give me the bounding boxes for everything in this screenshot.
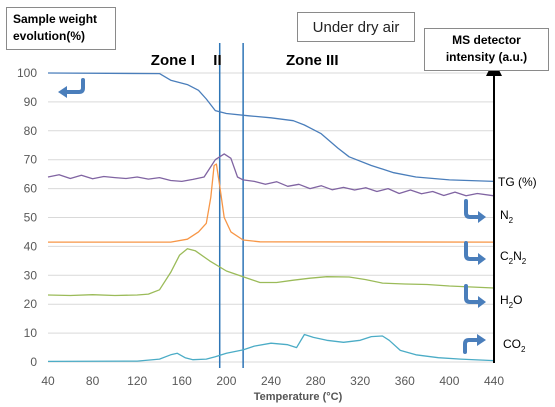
series-pointer-arrow <box>463 338 479 354</box>
series-line <box>47 248 495 297</box>
series-pointer-arrowhead <box>478 296 486 308</box>
x-tick-label: 280 <box>306 374 326 388</box>
series-label: H2O <box>500 293 522 310</box>
y-tick-label: 30 <box>24 268 38 282</box>
condition-label: Under dry air <box>312 18 400 36</box>
y-tick-label: 100 <box>17 66 37 80</box>
series-line <box>47 153 495 197</box>
zone-label: II <box>213 52 221 69</box>
x-tick-label: 40 <box>41 374 55 388</box>
series-arrows <box>58 78 486 354</box>
y-tick-label: 40 <box>24 239 38 253</box>
tg-pointer-arrowhead <box>58 86 67 98</box>
series-label-part: 2 <box>521 345 526 354</box>
zone-boundaries <box>218 43 244 368</box>
y-tick-label: 70 <box>24 153 38 167</box>
tg-pointer-arrow <box>65 78 85 94</box>
y-tick-label: 20 <box>24 297 38 311</box>
y-tick-label: 80 <box>24 124 38 138</box>
condition-box: Under dry air <box>297 12 415 42</box>
right-axis-title-box: MS detector intensity (a.u.) <box>424 28 549 71</box>
series-pointer-arrow <box>464 199 480 219</box>
y-tick-label: 60 <box>24 182 38 196</box>
series-label: N2 <box>500 208 514 225</box>
series-line <box>48 163 495 243</box>
x-tick-label: 160 <box>172 374 192 388</box>
series-pointer-arrowhead <box>477 334 486 346</box>
series-label-part: H <box>500 293 509 307</box>
x-axis-title: Temperature (°C) <box>254 391 343 403</box>
x-tick-label: 400 <box>439 374 459 388</box>
series-label-part: TG (%) <box>498 175 537 189</box>
series-pointer-arrow <box>464 241 480 261</box>
series-pointer-arrow <box>464 284 480 304</box>
x-tick-label: 440 <box>484 374 504 388</box>
series-label-part: C <box>500 249 509 263</box>
left-axis-title-box: Sample weight evolution(%) <box>6 7 116 50</box>
y-tick-label: 0 <box>30 355 37 369</box>
x-tick-labels: 40 80 120 160 200 240 280 320 360 400 440 <box>41 374 504 388</box>
zone-labels: Zone I II Zone III <box>151 52 339 69</box>
y-tick-label: 10 <box>24 326 38 340</box>
series-label-part: N <box>500 208 509 222</box>
x-tick-label: 320 <box>350 374 370 388</box>
series-label-part: 2 <box>509 257 514 266</box>
series-lines <box>47 72 495 363</box>
x-tick-label: 240 <box>261 374 281 388</box>
series-label-part: O <box>513 293 522 307</box>
series-line <box>47 333 495 363</box>
x-tick-label: 120 <box>127 374 147 388</box>
left-axis-title: Sample weight evolution(%) <box>13 12 98 43</box>
x-tick-label: 200 <box>216 374 236 388</box>
x-tick-label: 360 <box>395 374 415 388</box>
series-label-part: 2 <box>509 301 514 310</box>
series-label: TG (%) <box>498 175 537 189</box>
series-pointer-arrowhead <box>478 253 486 265</box>
zone-label: Zone III <box>286 52 339 69</box>
series-label-part: N <box>513 249 522 263</box>
series-pointer-arrowhead <box>478 211 486 223</box>
right-axis-title: MS detector intensity (a.u.) <box>445 33 528 64</box>
series-label-part: 2 <box>509 216 514 225</box>
zone-label: Zone I <box>151 52 195 69</box>
series-label-part: 2 <box>522 257 527 266</box>
y-tick-label: 50 <box>24 211 38 225</box>
series-label-part: CO <box>503 337 521 351</box>
series-label: CO2 <box>503 337 526 354</box>
series-label: C2N2 <box>500 249 527 266</box>
y-tick-label: 90 <box>24 95 38 109</box>
x-tick-label: 80 <box>86 374 100 388</box>
gridlines <box>48 72 494 363</box>
series-line <box>47 72 495 183</box>
y-tick-labels: 0 10 20 30 40 50 60 70 80 90 100 <box>17 66 37 369</box>
